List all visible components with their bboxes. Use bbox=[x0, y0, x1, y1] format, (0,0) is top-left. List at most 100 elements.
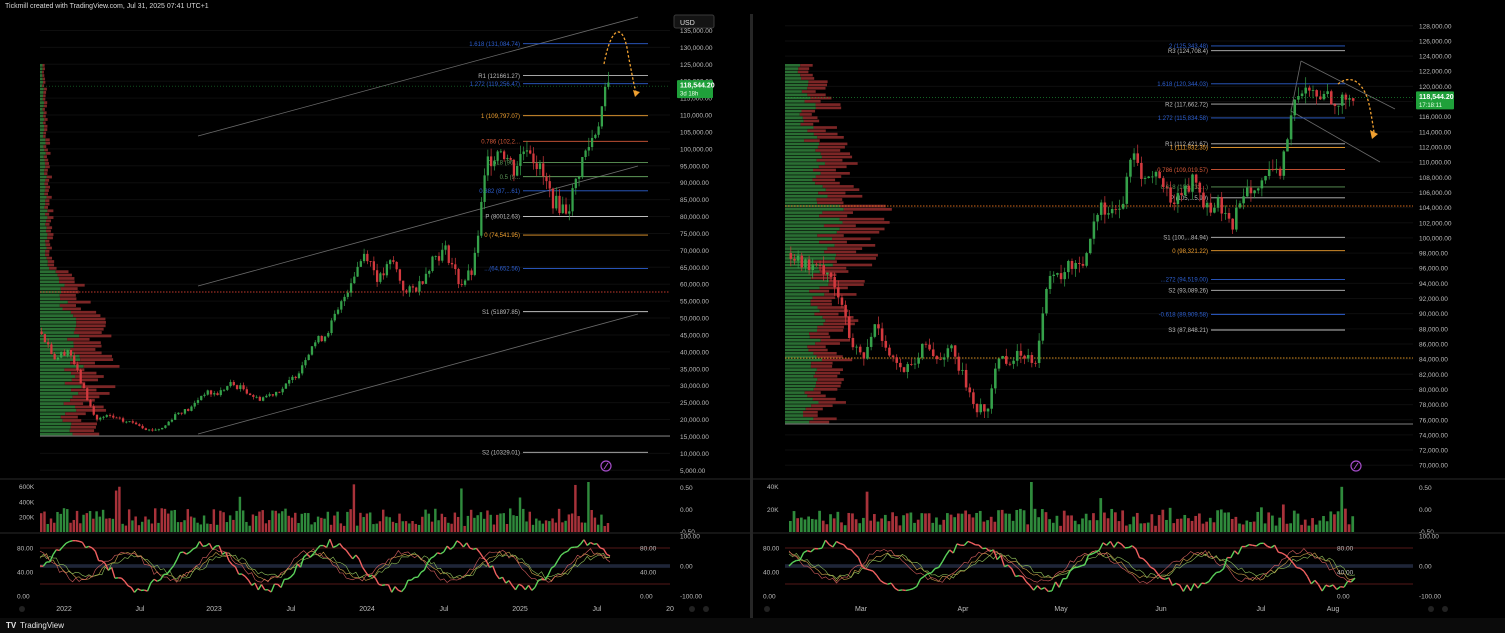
candle-body bbox=[804, 259, 807, 268]
profile-bar-sell bbox=[803, 410, 818, 414]
candle-body bbox=[997, 358, 1001, 369]
candle-body bbox=[1107, 213, 1110, 215]
osc-main-segment bbox=[182, 551, 187, 555]
candle-body bbox=[483, 175, 486, 202]
profile-bar-sell bbox=[44, 118, 48, 121]
volume-bar bbox=[313, 522, 317, 532]
profile-bar-buy bbox=[785, 250, 825, 254]
level-label: 0 (74,541.95) bbox=[484, 233, 520, 239]
volume-bar bbox=[840, 522, 843, 532]
osc-main-segment bbox=[923, 573, 929, 578]
profile-bar-sell bbox=[804, 139, 820, 142]
profile-bar-buy bbox=[785, 316, 823, 319]
replay-icon[interactable] bbox=[600, 460, 612, 472]
replay-icon[interactable] bbox=[1350, 460, 1362, 472]
osc-main-segment bbox=[1077, 565, 1082, 568]
profile-bar-buy bbox=[40, 290, 62, 294]
osc-main-segment bbox=[1153, 568, 1159, 575]
profile-bar-sell bbox=[47, 216, 54, 219]
profile-bar-buy bbox=[785, 384, 816, 388]
osc-left-tick: 40.00 bbox=[17, 570, 34, 577]
volume-bar bbox=[1048, 519, 1052, 532]
time-tick-label: Jun bbox=[1155, 606, 1166, 613]
profile-bar-buy bbox=[785, 201, 818, 205]
osc-main-segment bbox=[1007, 564, 1013, 570]
osc-main-segment bbox=[202, 545, 207, 548]
osc-left-tick: 0.00 bbox=[763, 594, 776, 601]
osc-main-segment bbox=[1212, 572, 1217, 577]
osc-main-segment bbox=[1216, 571, 1221, 574]
candle-body bbox=[815, 264, 818, 266]
volume-scale-label: 0.00 bbox=[1419, 507, 1432, 514]
panel-divider[interactable] bbox=[750, 14, 753, 618]
volume-bar bbox=[854, 519, 858, 532]
profile-bar-sell bbox=[816, 198, 843, 201]
candle-body bbox=[1297, 96, 1300, 100]
osc-main-segment bbox=[807, 549, 812, 553]
left-chart-panel[interactable]: 1.618 (131,084.74)R1 (121661.27)1.272 (1… bbox=[0, 14, 750, 618]
profile-bar-buy bbox=[40, 236, 48, 240]
osc-main-segment bbox=[430, 555, 435, 559]
volume-scale-label: 0.50 bbox=[1419, 485, 1432, 492]
volume-bar bbox=[920, 513, 924, 532]
profile-bar-sell bbox=[45, 202, 50, 206]
price-badge-box bbox=[677, 80, 713, 99]
osc-main-segment bbox=[225, 551, 230, 561]
osc-main-segment bbox=[1150, 566, 1155, 570]
candle-body bbox=[1151, 176, 1154, 178]
candle-body bbox=[877, 324, 880, 329]
profile-bar-buy bbox=[785, 73, 801, 77]
currency-button[interactable] bbox=[673, 14, 715, 29]
profile-bar-sell bbox=[43, 94, 46, 98]
candle-body bbox=[340, 301, 343, 310]
candle-body bbox=[1154, 171, 1158, 177]
profile-bar-buy bbox=[785, 237, 833, 241]
volume-bar bbox=[1263, 523, 1267, 532]
osc-main-segment bbox=[254, 582, 259, 591]
osc-main-segment bbox=[479, 552, 484, 558]
level-label: 1.272 (119,256.47) bbox=[470, 82, 520, 88]
osc-main-segment bbox=[410, 576, 416, 581]
candle-body bbox=[833, 276, 836, 288]
osc-main-segment bbox=[144, 589, 148, 592]
osc-main-segment bbox=[1332, 584, 1338, 590]
profile-bar-sell bbox=[815, 149, 841, 152]
candle-body bbox=[467, 270, 470, 281]
osc-main-segment bbox=[492, 565, 497, 575]
candle-body bbox=[457, 269, 460, 285]
channel-line bbox=[197, 165, 639, 287]
profile-bar-buy bbox=[40, 70, 43, 74]
time-tick-label: Apr bbox=[958, 606, 970, 613]
candle-body bbox=[281, 388, 284, 393]
candle-body bbox=[924, 343, 928, 345]
profile-bar-sell bbox=[73, 314, 101, 318]
profile-bar-buy bbox=[40, 395, 73, 399]
fib-pivot-levels: 2 (125,343.48)R3 (124,708.4)1.618 (120,3… bbox=[1157, 44, 1345, 334]
candle-body bbox=[108, 415, 112, 416]
osc-main-segment bbox=[368, 574, 373, 578]
candle-body bbox=[1059, 273, 1063, 280]
osc-main-segment bbox=[518, 583, 523, 587]
volume-bar bbox=[385, 516, 388, 532]
candles bbox=[789, 77, 1355, 419]
candle-body bbox=[1121, 203, 1125, 209]
right-chart-panel[interactable]: 2 (125,343.48)R3 (124,708.4)1.618 (120,3… bbox=[753, 14, 1505, 618]
candle-body bbox=[157, 429, 161, 431]
osc-main-segment bbox=[1321, 584, 1327, 592]
candle-body bbox=[291, 376, 294, 381]
profile-bar-buy bbox=[785, 365, 811, 368]
volume-bar bbox=[303, 512, 307, 532]
candle-body bbox=[349, 283, 353, 293]
candle-body bbox=[1008, 363, 1012, 365]
osc-main-segment bbox=[792, 559, 797, 563]
time-tick-label: 2022 bbox=[56, 606, 72, 613]
volume-bar bbox=[473, 517, 476, 532]
volume-bar bbox=[56, 511, 59, 532]
volume-bar bbox=[88, 511, 92, 532]
profile-bar-sell bbox=[805, 407, 823, 411]
profile-bar-sell bbox=[818, 401, 846, 404]
candle-body bbox=[196, 400, 200, 403]
profile-bar-sell bbox=[803, 119, 820, 123]
candle-body bbox=[1023, 355, 1026, 359]
candle-body bbox=[822, 265, 825, 275]
